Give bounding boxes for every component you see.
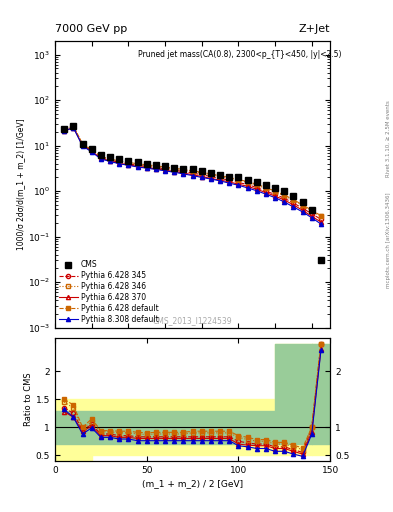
- X-axis label: (m_1 + m_2) / 2 [GeV]: (m_1 + m_2) / 2 [GeV]: [142, 479, 243, 488]
- Text: mcplots.cern.ch [arXiv:1306.3436]: mcplots.cern.ch [arXiv:1306.3436]: [386, 193, 391, 288]
- Text: Rivet 3.1.10, ≥ 2.5M events: Rivet 3.1.10, ≥ 2.5M events: [386, 100, 391, 177]
- Legend: CMS, Pythia 6.428 345, Pythia 6.428 346, Pythia 6.428 370, Pythia 6.428 default,: CMS, Pythia 6.428 345, Pythia 6.428 346,…: [59, 260, 159, 324]
- Text: CMS_2013_I1224539: CMS_2013_I1224539: [153, 316, 232, 325]
- Text: Pruned jet mass(CA(0.8), 2300<p_{T}<450, |y|<2.5): Pruned jet mass(CA(0.8), 2300<p_{T}<450,…: [138, 50, 341, 58]
- Text: 7000 GeV pp: 7000 GeV pp: [55, 25, 127, 34]
- Y-axis label: Ratio to CMS: Ratio to CMS: [24, 373, 33, 426]
- Y-axis label: 1000/σ 2dσ/d(m_1 + m_2) [1/GeV]: 1000/σ 2dσ/d(m_1 + m_2) [1/GeV]: [16, 118, 25, 250]
- Text: Z+Jet: Z+Jet: [299, 25, 330, 34]
